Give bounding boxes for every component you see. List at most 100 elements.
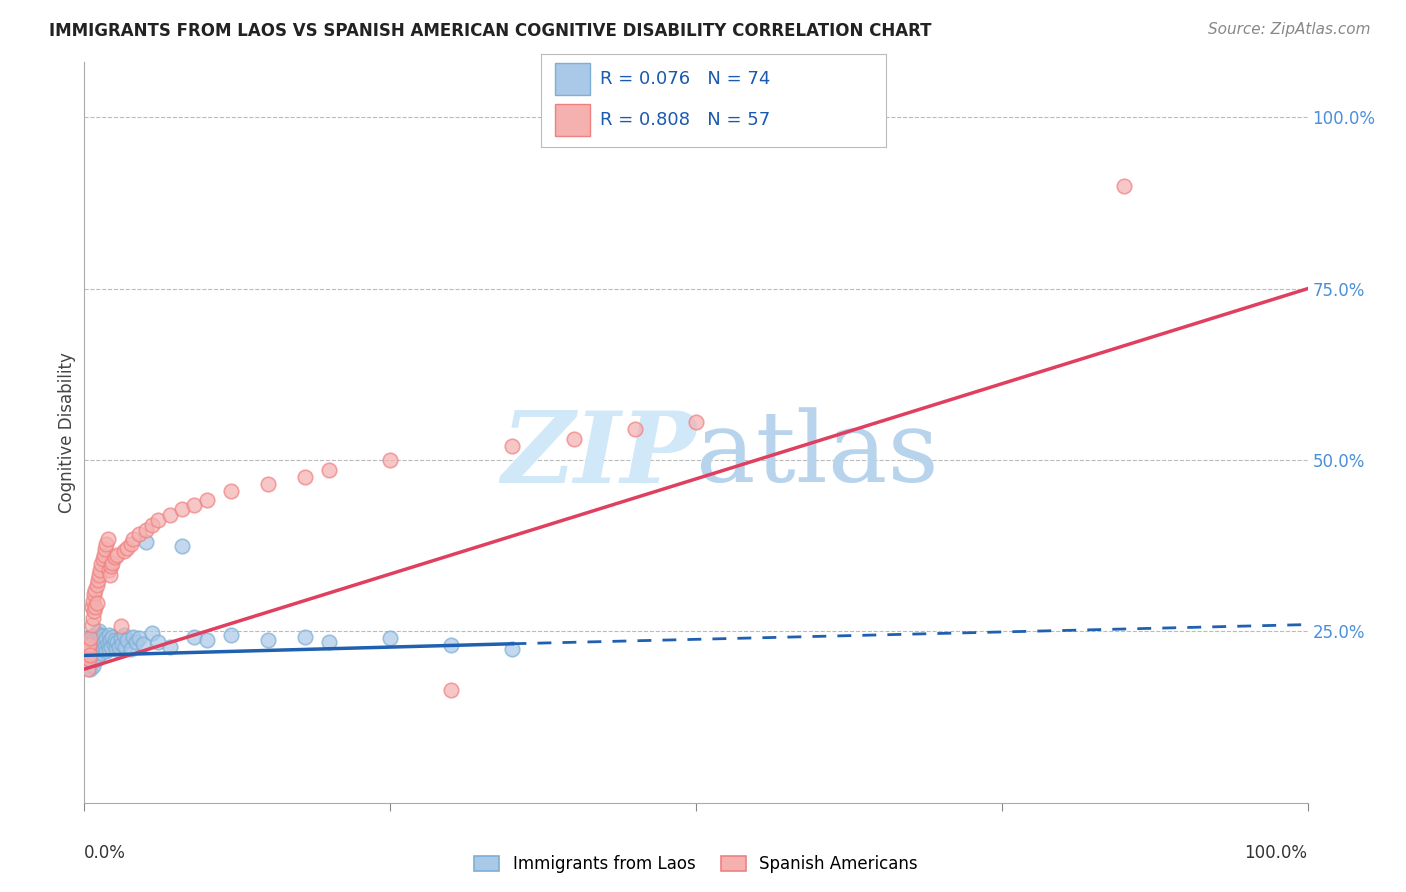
Point	[125, 634, 148, 648]
Point	[79, 632, 101, 646]
Point	[82, 658, 104, 673]
Point	[122, 532, 145, 546]
Point	[79, 662, 101, 676]
Point	[110, 619, 132, 633]
Point	[172, 502, 194, 516]
Legend: Immigrants from Laos, Spanish Americans: Immigrants from Laos, Spanish Americans	[468, 848, 924, 880]
Point	[219, 628, 242, 642]
Point	[112, 628, 135, 642]
Point	[75, 648, 97, 663]
Point	[76, 645, 98, 659]
Point	[84, 583, 107, 598]
Point	[104, 550, 127, 565]
Point	[87, 641, 110, 656]
Point	[89, 640, 111, 654]
Point	[82, 593, 104, 607]
Point	[90, 558, 112, 572]
Point	[91, 641, 114, 656]
Point	[105, 548, 128, 562]
Point	[84, 645, 107, 659]
Point	[685, 415, 707, 429]
Point	[98, 568, 121, 582]
Point	[94, 542, 117, 557]
Point	[159, 508, 181, 522]
Point	[94, 640, 117, 654]
Point	[122, 630, 145, 644]
Point	[100, 559, 122, 574]
Point	[80, 617, 103, 632]
Point	[135, 535, 157, 549]
Point	[97, 641, 120, 656]
Point	[83, 604, 105, 618]
Point	[76, 652, 98, 666]
Point	[318, 634, 340, 648]
Point	[89, 563, 111, 577]
Point	[141, 518, 163, 533]
Point	[90, 646, 112, 660]
Point	[93, 548, 115, 562]
Point	[79, 648, 101, 663]
Point	[110, 632, 132, 646]
Point	[79, 640, 101, 654]
Point	[97, 637, 120, 651]
Point	[77, 658, 100, 673]
Point	[87, 573, 110, 587]
Point	[86, 625, 108, 640]
Point	[86, 638, 108, 652]
Point	[83, 628, 105, 642]
Point	[87, 624, 110, 639]
Point	[380, 632, 402, 646]
Point	[96, 643, 118, 657]
Point	[120, 641, 142, 656]
Point	[440, 638, 463, 652]
Point	[82, 637, 104, 651]
Point	[87, 637, 110, 651]
Point	[502, 641, 524, 656]
Point	[100, 640, 122, 654]
Point	[96, 536, 118, 550]
Point	[96, 632, 118, 646]
Point	[502, 439, 524, 453]
Point	[80, 600, 103, 615]
Point	[91, 552, 114, 566]
Point	[195, 632, 218, 647]
Point	[128, 632, 150, 646]
Point	[82, 646, 104, 660]
Point	[84, 632, 107, 646]
Point	[105, 634, 128, 648]
Point	[219, 483, 242, 498]
Point	[76, 641, 98, 656]
Point	[84, 600, 107, 615]
Text: ZIP: ZIP	[501, 407, 696, 503]
Point	[82, 610, 104, 624]
Point	[114, 640, 136, 654]
Point	[107, 640, 129, 654]
Text: R = 0.808   N = 57: R = 0.808 N = 57	[600, 111, 770, 129]
Text: R = 0.076   N = 74: R = 0.076 N = 74	[600, 70, 770, 87]
Point	[128, 527, 150, 541]
Point	[562, 433, 585, 447]
Point	[77, 648, 100, 663]
Point	[1114, 178, 1136, 193]
Point	[440, 682, 463, 697]
Point	[294, 470, 316, 484]
Point	[77, 638, 100, 652]
Point	[83, 652, 105, 666]
Point	[257, 477, 280, 491]
Point	[80, 632, 103, 647]
Point	[120, 536, 142, 550]
Point	[183, 498, 205, 512]
Point	[86, 596, 108, 610]
Point	[195, 492, 218, 507]
Point	[257, 632, 280, 647]
Text: IMMIGRANTS FROM LAOS VS SPANISH AMERICAN COGNITIVE DISABILITY CORRELATION CHART: IMMIGRANTS FROM LAOS VS SPANISH AMERICAN…	[49, 22, 932, 40]
Y-axis label: Cognitive Disability: Cognitive Disability	[58, 352, 76, 513]
Point	[146, 634, 169, 648]
Point	[77, 652, 100, 666]
Point	[159, 640, 181, 654]
Point	[93, 634, 115, 648]
Bar	[555, 104, 589, 136]
Point	[97, 628, 120, 642]
Point	[105, 641, 128, 656]
Point	[101, 556, 124, 570]
